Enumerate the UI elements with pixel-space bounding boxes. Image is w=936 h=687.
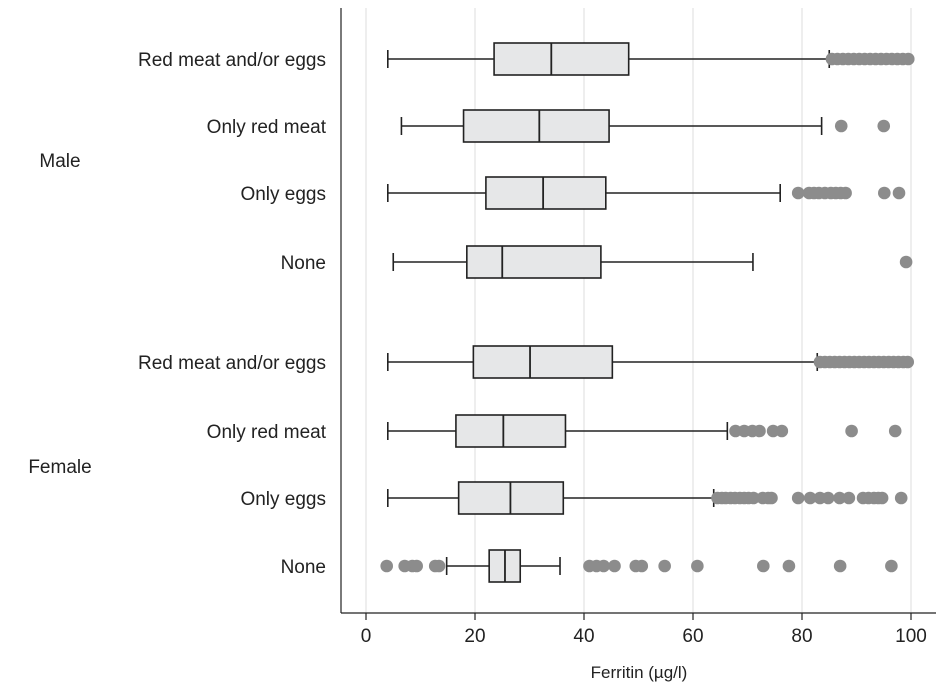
- box-series: [380, 42, 915, 583]
- outlier-point: [782, 559, 796, 573]
- outlier-point: [877, 119, 891, 133]
- outlier-point: [901, 355, 915, 369]
- outlier-point: [747, 491, 760, 505]
- axes: 0 20 40 60 80 100: [340, 8, 936, 647]
- outlier-point: [833, 559, 847, 573]
- outlier-point: [888, 424, 902, 438]
- outlier-point: [380, 559, 394, 573]
- outlier-point: [765, 491, 778, 505]
- outlier-point: [791, 491, 805, 505]
- category-label: Only eggs: [240, 489, 326, 510]
- x-tick-label: 0: [361, 626, 372, 647]
- outlier-point: [691, 559, 704, 573]
- box-only-red-meat: [455, 414, 567, 448]
- category-label: Red meat and/or eggs: [138, 50, 326, 71]
- category-label: Only red meat: [207, 117, 327, 138]
- category-label: Red meat and/or eggs: [138, 353, 326, 374]
- box-none: [466, 245, 602, 279]
- outlier-point: [894, 491, 908, 505]
- outlier-point: [901, 52, 915, 66]
- box-only-eggs: [485, 176, 607, 210]
- outlier-point: [597, 559, 610, 573]
- category-label: None: [281, 253, 326, 274]
- x-tick-label: 80: [791, 626, 812, 647]
- outlier-point: [877, 186, 891, 200]
- outlier-point: [821, 491, 835, 505]
- x-axis-title: Ferritin (µg/l): [591, 663, 688, 682]
- outlier-point: [410, 559, 423, 573]
- category-label: Only red meat: [207, 422, 327, 443]
- outlier-point: [834, 119, 848, 133]
- outlier-point: [885, 559, 898, 573]
- outlier-point: [833, 491, 846, 505]
- outlier-point: [842, 491, 856, 505]
- category-labels: Male Red meat and/or eggs Only red meat Onl…: [28, 50, 326, 578]
- box-red-meat-and-or-eggs: [472, 345, 614, 379]
- outlier-point: [729, 424, 742, 438]
- outlier-point: [775, 424, 789, 438]
- outlier-point: [803, 491, 817, 505]
- outlier-point: [892, 186, 906, 200]
- x-tick-label: 60: [682, 626, 703, 647]
- outlier-point: [766, 424, 780, 438]
- x-tick-label: 100: [895, 626, 927, 647]
- gridlines: [365, 8, 912, 613]
- category-label: None: [281, 557, 326, 578]
- outlier-point: [753, 424, 766, 438]
- group-label-male: Male: [39, 151, 80, 172]
- x-tick-label: 20: [464, 626, 485, 647]
- box-only-red-meat: [462, 109, 610, 143]
- outlier-point: [608, 559, 621, 573]
- outlier-point: [757, 559, 770, 573]
- outlier-point: [658, 559, 671, 573]
- outlier-point: [791, 186, 805, 200]
- outlier-point: [432, 559, 446, 573]
- category-label: Only eggs: [240, 184, 326, 205]
- group-label-female: Female: [28, 457, 91, 478]
- x-tick-label: 40: [573, 626, 594, 647]
- box-red-meat-and-or-eggs: [493, 42, 630, 76]
- outlier-point: [635, 559, 649, 573]
- outlier-point: [875, 491, 889, 505]
- outlier-point: [845, 424, 858, 438]
- outlier-point: [839, 186, 852, 200]
- outlier-point: [899, 255, 913, 269]
